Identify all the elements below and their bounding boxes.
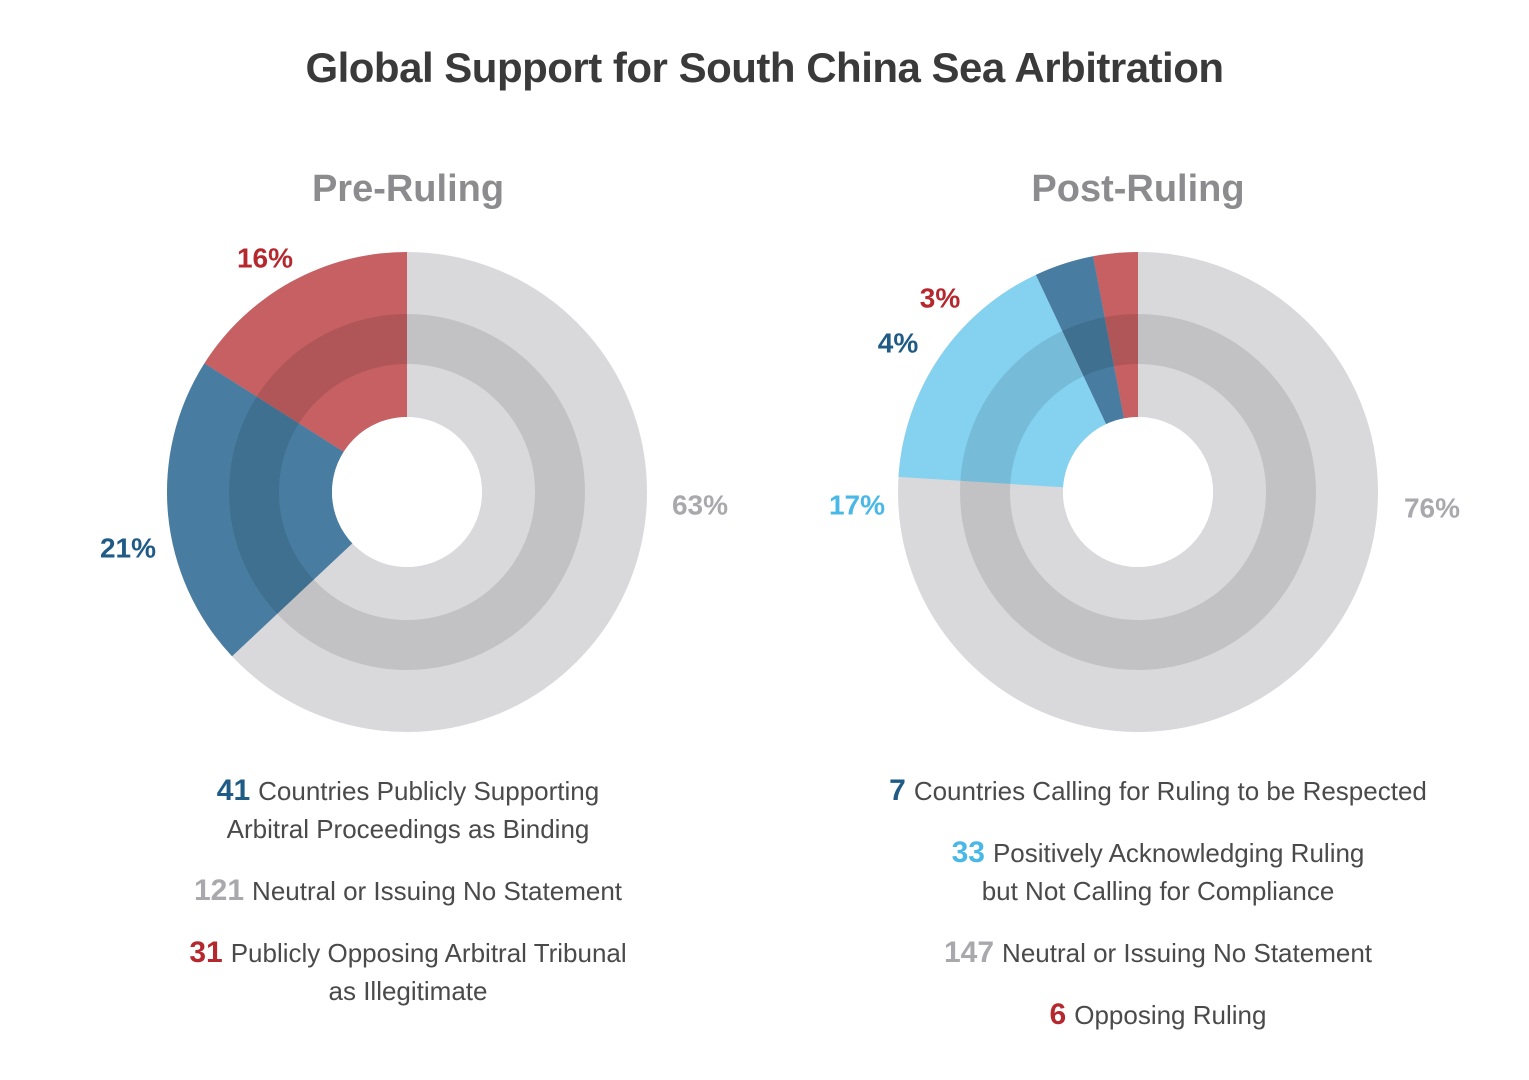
legend-entry: 31 Publicly Opposing Arbitral Tribunal as…: [88, 934, 728, 1010]
percent-label: 76%: [1404, 492, 1460, 523]
legend-text: Publicly Opposing Arbitral Tribunal as I…: [230, 938, 627, 1006]
legend-count: 121: [193, 874, 245, 907]
slice-positively-acknowledging-ruling-but-not-: [898, 274, 1107, 488]
legend-text: Countries Publicly Supporting Arbitral P…: [226, 776, 600, 844]
legend-entry: 147 Neutral or Issuing No Statement: [838, 934, 1478, 972]
legend-count: 31: [189, 936, 223, 969]
pre-ruling-legend: 41 Countries Publicly Supporting Arbitral…: [88, 772, 728, 1034]
donut-hole: [332, 417, 482, 567]
legend-text: Positively Acknowledging Ruling but Not …: [981, 838, 1365, 906]
legend-entry: 41 Countries Publicly Supporting Arbitral…: [88, 772, 728, 848]
percent-label: 4%: [878, 327, 919, 358]
legend-entry: 121 Neutral or Issuing No Statement: [88, 872, 728, 910]
slice-publicly-opposing-arbitral-tribunal-as-i: [204, 252, 407, 452]
legend-count: 33: [951, 836, 985, 869]
percent-label: 17%: [829, 489, 885, 520]
legend-count: 41: [216, 774, 251, 807]
pre-ruling-title: Pre-Ruling: [311, 168, 505, 210]
legend-entry: 7 Countries Calling for Ruling to be Resp…: [838, 772, 1478, 810]
percent-label: 16%: [237, 242, 293, 273]
slice-opposing-ruling: [1093, 252, 1138, 419]
slice-countries-publicly-supporting-arbitral-p: [167, 363, 353, 657]
legend-text: Neutral or Issuing No Statement: [252, 876, 623, 906]
post-ruling-legend: 7 Countries Calling for Ruling to be Resp…: [838, 772, 1478, 1058]
inner-band-overlay: [960, 314, 1316, 670]
percent-label: 3%: [920, 282, 961, 313]
inner-band-overlay: [229, 314, 585, 670]
post-ruling-title: Post-Ruling: [1031, 168, 1245, 210]
percent-label: 63%: [672, 489, 728, 520]
legend-count: 147: [943, 936, 995, 969]
slice-countries-calling-for-ruling-to-be-respe: [1035, 256, 1124, 425]
legend-text: Neutral or Issuing No Statement: [1002, 938, 1373, 968]
legend-entry: 6 Opposing Ruling: [838, 996, 1478, 1034]
legend-text: Opposing Ruling: [1074, 1000, 1267, 1030]
pre-ruling-donut: 16% 21% 63%: [100, 242, 728, 732]
legend-entry: 33 Positively Acknowledging Ruling but No…: [838, 834, 1478, 910]
chart-title: Global Support for South China Sea Arbit…: [305, 44, 1224, 91]
legend-count: 6: [1049, 998, 1067, 1031]
legend-text: Countries Calling for Ruling to be Respe…: [913, 776, 1427, 806]
donut-hole: [1063, 417, 1213, 567]
post-ruling-donut: 3%4% 17% 76%: [829, 252, 1460, 732]
percent-label: 21%: [100, 532, 156, 563]
legend-count: 7: [889, 774, 906, 807]
